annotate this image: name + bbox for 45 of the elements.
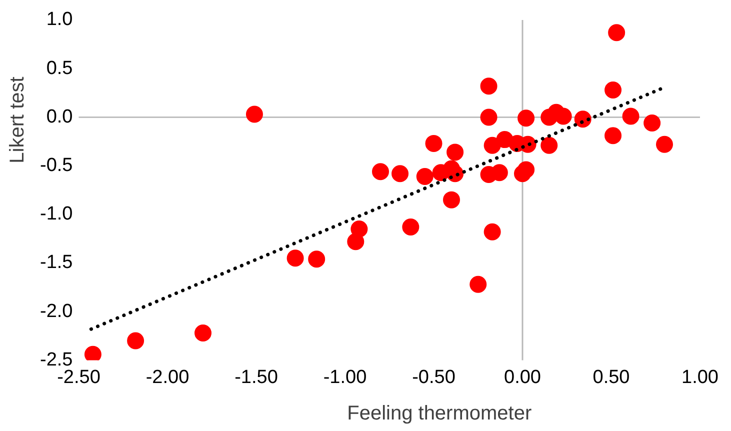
y-tick-label: 0.0 xyxy=(46,106,73,128)
point xyxy=(286,250,304,267)
y-tick-label: -2.0 xyxy=(40,300,73,322)
y-tick-label: -1.0 xyxy=(40,204,73,225)
x-tick-label: -1.50 xyxy=(234,366,278,388)
point xyxy=(644,114,661,132)
y-tick-label: 0.5 xyxy=(46,58,73,79)
point xyxy=(622,108,640,125)
point xyxy=(446,144,464,161)
point xyxy=(416,168,434,185)
x-tick-label: -1.00 xyxy=(323,366,367,388)
point xyxy=(372,163,389,180)
point xyxy=(604,127,622,144)
point xyxy=(480,108,498,126)
point xyxy=(246,106,263,123)
point xyxy=(194,324,212,342)
x-tick-label: 0.50 xyxy=(592,366,630,388)
point xyxy=(608,24,626,42)
point xyxy=(604,81,622,98)
y-tick-label: -0.5 xyxy=(40,155,73,176)
x-tick-label: 1.00 xyxy=(682,366,718,388)
point xyxy=(484,223,501,240)
point xyxy=(540,136,558,154)
point xyxy=(554,108,572,125)
point xyxy=(470,276,487,293)
point xyxy=(84,346,102,360)
x-tick-label: -0.50 xyxy=(412,366,456,388)
x-tick-label: 0.00 xyxy=(504,366,541,388)
point xyxy=(656,136,673,153)
point xyxy=(308,250,326,268)
y-tick-label: 1.0 xyxy=(46,9,73,30)
x-tick-label: -2.00 xyxy=(146,366,190,388)
point xyxy=(392,165,409,182)
y-tick-label: -1.5 xyxy=(40,252,73,274)
point xyxy=(484,136,501,154)
point xyxy=(442,191,460,208)
point xyxy=(425,134,442,152)
point xyxy=(518,161,535,178)
x-axis-title: Feeling thermometer xyxy=(347,402,532,425)
point xyxy=(480,78,498,95)
point xyxy=(518,110,535,127)
point xyxy=(127,332,144,350)
y-axis-title: Likert test xyxy=(6,76,29,164)
point xyxy=(402,218,420,236)
point xyxy=(347,233,364,250)
